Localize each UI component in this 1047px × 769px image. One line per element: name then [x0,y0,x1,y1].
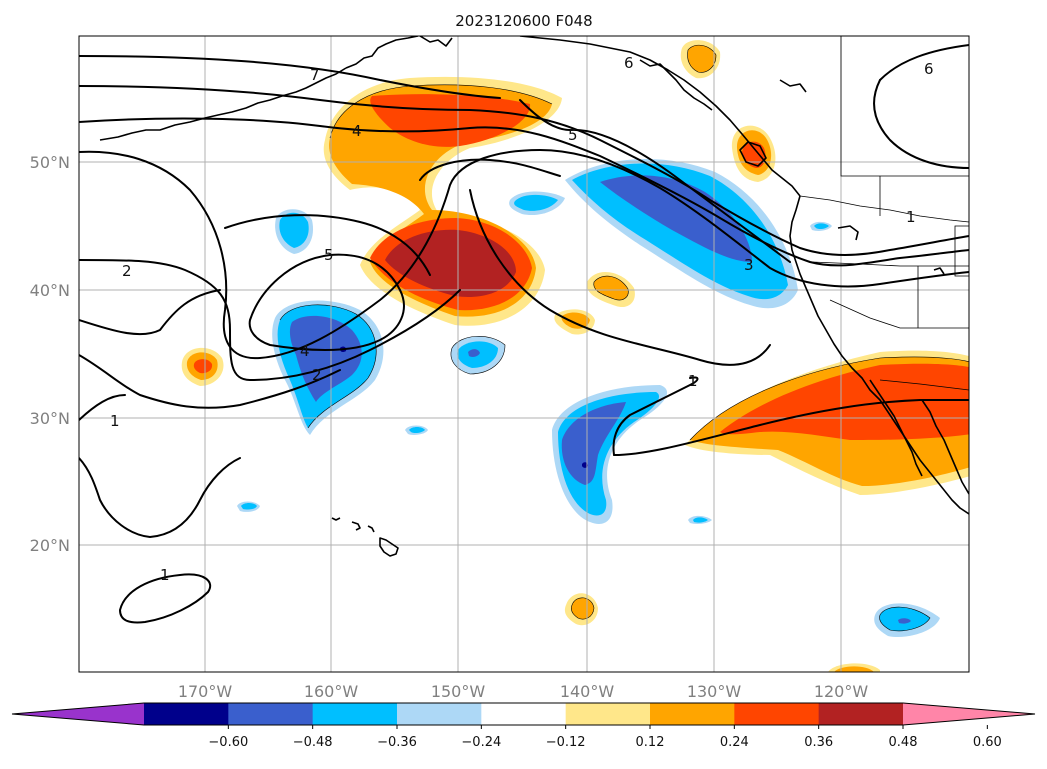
colorbar-segment [144,703,229,725]
contour-label: 1 [110,412,120,430]
colorbar-extend-low [12,703,144,725]
lon-label: 160°W [304,682,359,701]
colorbar-tick-label: −0.12 [546,735,586,750]
lon-label: 130°W [687,682,742,701]
colorbar-extend-high [903,703,1035,725]
height-contours [79,44,969,624]
contour-label: 2 [312,366,322,384]
lon-label: 150°W [431,682,486,701]
contour-labels: 7 6 6 5 5 4 4 3 2 2 1 1 1 1 [110,54,934,584]
colorbar-outline [11,702,1036,726]
colorbar-tick-label: −0.48 [293,735,333,750]
colorbar-segment [818,703,904,725]
colorbar-segment [312,703,398,725]
contour-label: 4 [352,122,362,140]
contour-label: 1 [906,208,916,226]
latitude-labels: 50°N 40°N 30°N 20°N [30,153,70,555]
colorbar-tick-label: 0.24 [720,735,749,750]
colorbar-segment [650,703,735,725]
shaded-anomalies [181,40,969,672]
colorbar-tick-label: −0.36 [377,735,417,750]
contour-label: 1 [688,372,698,390]
map-content: 7 6 6 5 5 4 4 3 2 2 1 1 1 1 [79,36,969,672]
map-background [79,36,969,672]
contour-label: 6 [624,54,634,72]
lon-label: 120°W [814,682,869,701]
colorbar-tick-label: 0.12 [636,735,665,750]
lat-label: 20°N [30,536,70,555]
lat-label: 30°N [30,409,70,428]
political-borders [799,36,969,391]
colorbar-segment [565,703,651,725]
contour-label: 5 [568,126,578,144]
colorbar-tick-label: 0.48 [889,735,918,750]
colorbar-segment [734,703,820,725]
lon-label: 140°W [560,682,615,701]
lon-label: 170°W [178,682,233,701]
lat-label: 40°N [30,281,70,300]
contour-label: 5 [324,246,334,264]
plot-title: 2023120600 F048 [455,12,592,30]
contour-label: 6 [924,60,934,78]
contour-label: 7 [310,66,320,84]
contour-label: 3 [744,256,754,274]
contour-label: 4 [300,342,310,360]
colorbar-segment [228,703,314,725]
colorbar-tick-label: 0.60 [973,735,1002,750]
longitude-labels: 170°W 160°W 150°W 140°W 130°W 120°W [178,682,869,701]
contour-label: 1 [160,566,170,584]
colorbar-segment [481,703,567,725]
lat-label: 50°N [30,153,70,172]
colorbar-tick-label: 0.36 [804,735,833,750]
coastlines [99,36,969,557]
colorbar-tick-label: −0.60 [208,735,248,750]
colorbar-tick-label: −0.24 [461,735,501,750]
map-frame [78,35,970,673]
colorbar-segment [397,703,482,725]
colorbar: −0.60 −0.48 −0.36 −0.24 −0.12 0.12 0.24 0.36 0.4… [11,702,1036,750]
contour-label: 2 [122,262,132,280]
